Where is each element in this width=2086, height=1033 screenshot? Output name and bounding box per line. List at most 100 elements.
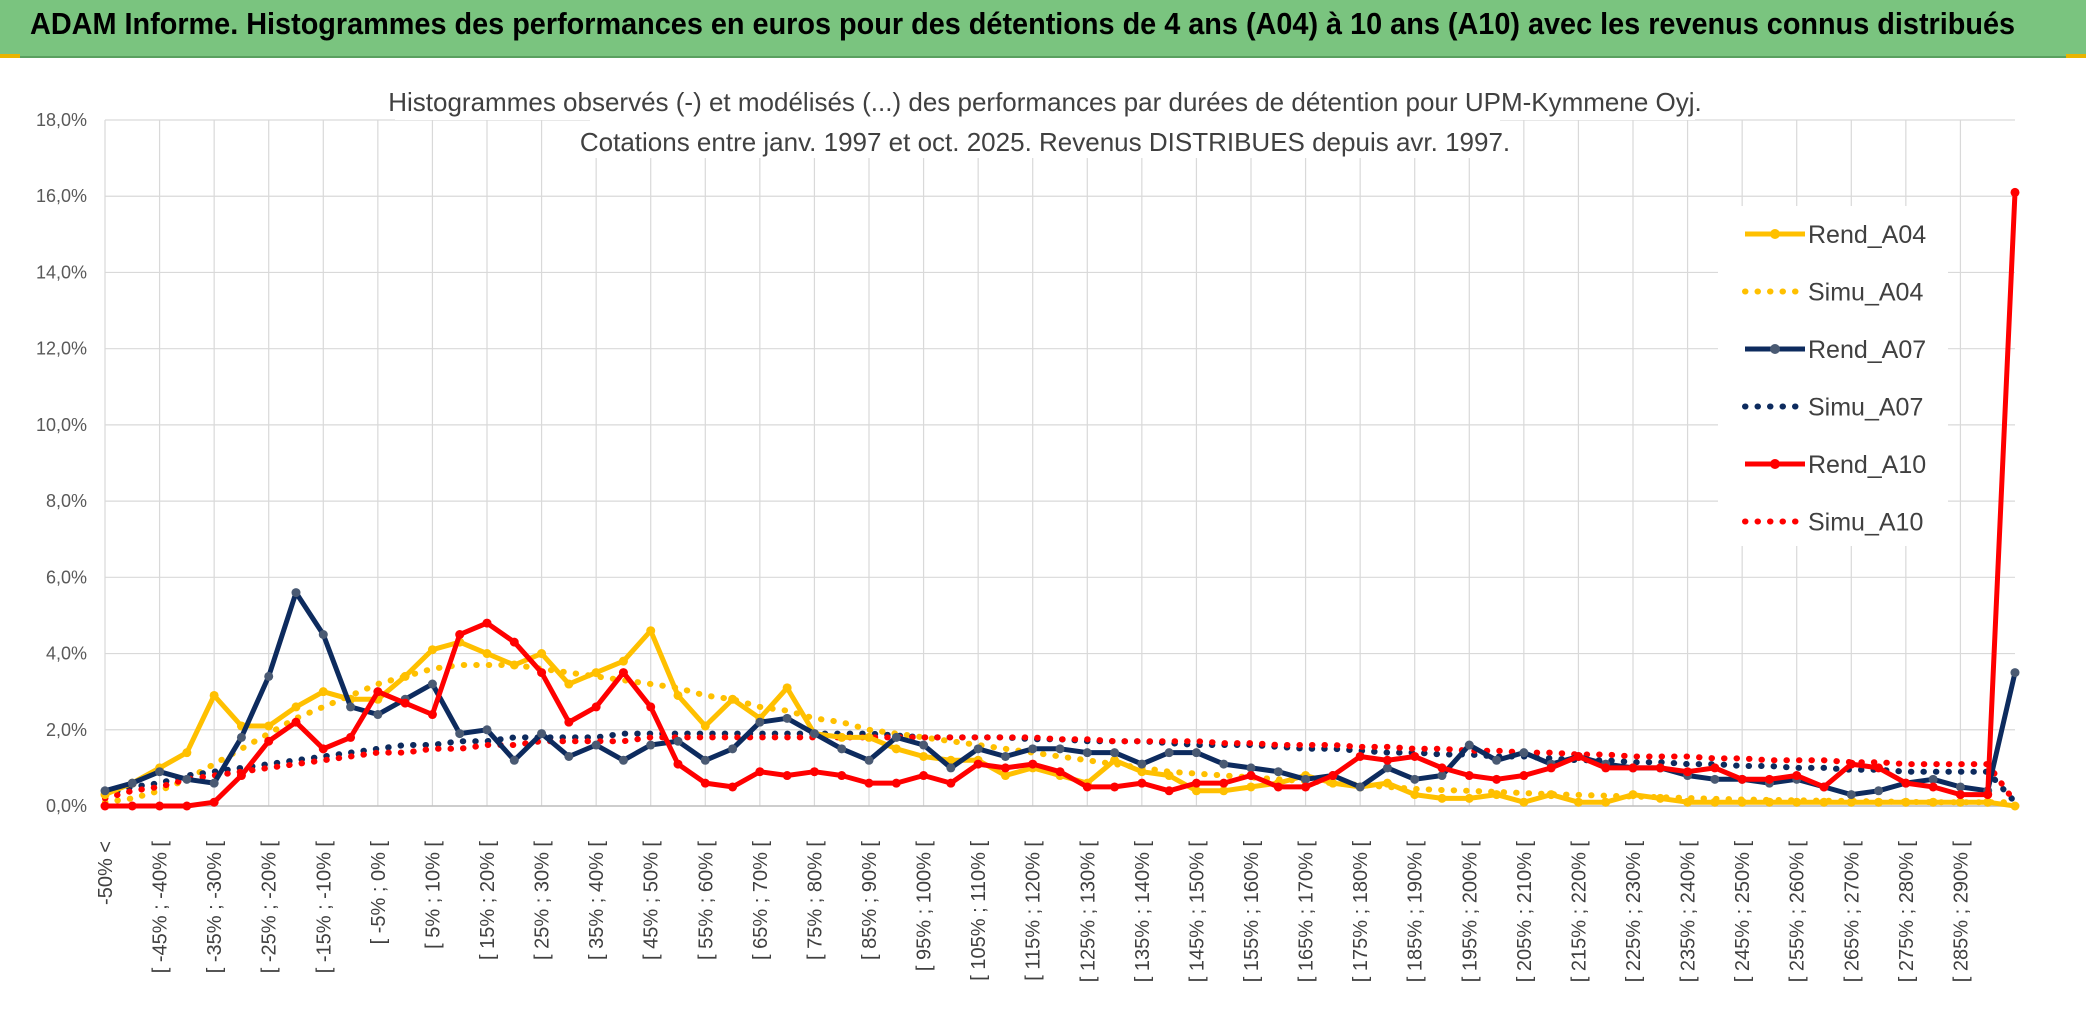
data-point-rend-a04 [1846, 797, 1856, 807]
data-point-rend-a07 [127, 778, 137, 788]
data-point-rend-a07 [700, 755, 710, 765]
data-point-rend-a04 [591, 668, 601, 678]
data-point-rend-a04 [1710, 797, 1720, 807]
data-point-rend-a10 [591, 702, 601, 712]
y-tick-label: 8,0% [46, 491, 87, 511]
data-point-rend-a10 [1191, 778, 1201, 788]
data-point-rend-a10 [618, 668, 628, 678]
x-tick-label: [ 185% ; 190% [ [1405, 841, 1427, 983]
data-point-rend-a07 [1355, 782, 1365, 792]
data-point-rend-a07 [673, 736, 683, 746]
data-point-rend-a10 [1901, 778, 1911, 788]
x-tick-label: [ 95% ; 100% [ [914, 841, 936, 972]
x-tick-label: [ 215% ; 220% [ [1568, 841, 1590, 983]
data-point-rend-a07 [291, 588, 301, 598]
chart-subtitle: Cotations entre janv. 1997 et oct. 2025.… [580, 127, 1510, 157]
data-point-rend-a10 [1983, 790, 1993, 800]
data-point-rend-a07 [1301, 774, 1311, 784]
data-point-rend-a10 [1874, 763, 1884, 773]
x-tick-label: [ -35% ; -30% [ [204, 841, 226, 974]
data-point-rend-a07 [1710, 774, 1720, 784]
x-tick-label: [ -45% ; -40% [ [150, 841, 172, 974]
data-point-rend-a10 [100, 801, 110, 811]
y-tick-label: 14,0% [36, 262, 87, 282]
data-point-rend-a10 [1137, 778, 1147, 788]
data-point-rend-a10 [1573, 751, 1583, 761]
data-point-rend-a10 [1000, 763, 1010, 773]
y-tick-label: 10,0% [36, 415, 87, 435]
data-point-rend-a07 [1164, 748, 1174, 758]
data-point-rend-a10 [1437, 763, 1447, 773]
series-line-rend-a07 [104, 590, 2018, 798]
data-point-rend-a10 [427, 710, 437, 720]
data-point-rend-a07 [1492, 755, 1502, 765]
data-point-rend-a10 [1846, 759, 1856, 769]
data-point-rend-a10 [264, 736, 274, 746]
legend-label-rend-a10: Rend_A10 [1808, 451, 1926, 479]
data-point-rend-a10 [182, 801, 192, 811]
data-point-rend-a07 [1382, 763, 1392, 773]
x-tick-label: [ 285% ; 290% [ [1950, 841, 1972, 983]
data-point-rend-a10 [482, 618, 492, 628]
data-point-rend-a04 [1764, 797, 1774, 807]
data-point-rend-a10 [1464, 771, 1474, 781]
x-tick-label: [ 165% ; 170% [ [1296, 841, 1318, 983]
data-point-rend-a07 [919, 740, 929, 750]
x-tick-label: [ 175% ; 180% [ [1350, 841, 1372, 983]
data-point-rend-a10 [1764, 774, 1774, 784]
x-tick-label: [ -25% ; -20% [ [259, 841, 281, 974]
data-point-rend-a10 [646, 702, 656, 712]
data-point-rend-a04 [1573, 797, 1583, 807]
data-point-rend-a04 [1137, 767, 1147, 777]
x-tick-label: [ 235% ; 240% [ [1678, 841, 1700, 983]
chart-series [100, 187, 2020, 811]
data-point-rend-a07 [100, 786, 110, 796]
data-point-rend-a04 [1000, 771, 1010, 781]
chart-titles: Histogrammes observés (-) et modélisés (… [388, 82, 1702, 158]
data-point-rend-a04 [946, 755, 956, 765]
x-tick-label: [ 45% ; 50% [ [641, 841, 663, 960]
data-point-rend-a04 [1655, 793, 1665, 803]
data-point-rend-a07 [155, 767, 165, 777]
data-point-rend-a10 [864, 778, 874, 788]
data-point-rend-a07 [946, 763, 956, 773]
data-point-rend-a04 [537, 649, 547, 659]
legend-label-simu-a04: Simu_A04 [1808, 279, 1923, 307]
data-point-rend-a04 [1246, 782, 1256, 792]
data-point-rend-a10 [1082, 782, 1092, 792]
data-point-rend-a04 [1110, 755, 1120, 765]
data-point-rend-a10 [1955, 790, 1965, 800]
data-point-rend-a07 [1082, 748, 1092, 758]
data-point-rend-a10 [1110, 782, 1120, 792]
data-point-rend-a07 [1000, 751, 1010, 761]
data-point-rend-a10 [1301, 782, 1311, 792]
x-tick-label: [ 55% ; 60% [ [695, 841, 717, 960]
data-point-rend-a07 [509, 755, 519, 765]
data-point-rend-a07 [618, 755, 628, 765]
data-point-rend-a04 [427, 645, 437, 655]
data-point-rend-a07 [864, 755, 874, 765]
chart-legend: Rend_A04 Simu_A04 Rend_A07 Simu_A07 Rend_A10… [1718, 206, 1948, 546]
report-title: ADAM Informe. Histogrammes des performan… [30, 6, 2016, 41]
data-point-rend-a10 [1628, 763, 1638, 773]
data-point-rend-a07 [373, 710, 383, 720]
data-point-rend-a10 [700, 778, 710, 788]
x-tick-label: [ -5% ; 0% [ [368, 841, 390, 945]
data-point-rend-a07 [209, 778, 219, 788]
legend-marker-rend-a07 [1770, 344, 1780, 354]
data-point-rend-a10 [782, 771, 792, 781]
data-point-rend-a10 [1655, 763, 1665, 773]
data-point-rend-a04 [509, 660, 519, 670]
data-point-rend-a07 [1846, 790, 1856, 800]
data-point-rend-a10 [1382, 755, 1392, 765]
data-point-rend-a10 [809, 767, 819, 777]
data-point-rend-a10 [400, 698, 410, 708]
data-point-rend-a07 [455, 729, 465, 739]
data-point-rend-a07 [1273, 767, 1283, 777]
data-point-rend-a04 [919, 751, 929, 761]
data-point-rend-a10 [1492, 774, 1502, 784]
data-point-rend-a07 [1955, 782, 1965, 792]
data-point-rend-a10 [1355, 751, 1365, 761]
y-tick-label: 16,0% [36, 186, 87, 206]
data-point-rend-a07 [755, 717, 765, 727]
